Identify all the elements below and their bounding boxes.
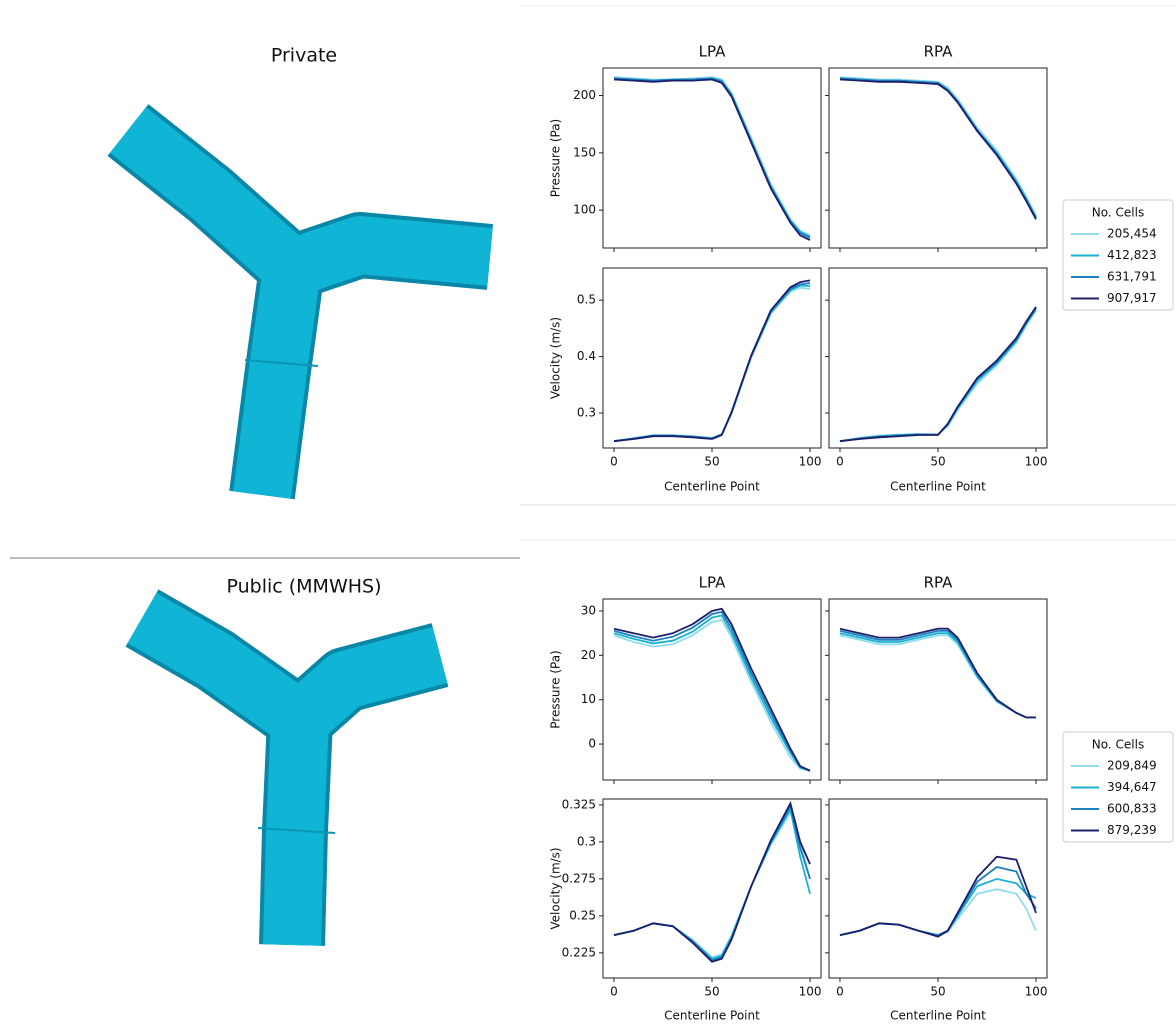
x-tick-label: 50: [930, 455, 945, 469]
y-tick-label: 30: [581, 603, 596, 617]
legend-title: No. Cells: [1092, 738, 1144, 752]
y-tick-label: 0.5: [577, 293, 596, 307]
column-title: LPA: [699, 574, 726, 592]
series-line: [840, 309, 1036, 441]
series-line: [840, 308, 1036, 441]
series-line: [614, 77, 810, 235]
legend-title: No. Cells: [1092, 206, 1144, 220]
series-line: [614, 286, 810, 442]
series-line: [614, 809, 810, 958]
y-tick-label: 150: [573, 145, 596, 159]
series-line: [840, 80, 1036, 220]
column-title: RPA: [924, 574, 954, 592]
legend-label: 907,917: [1107, 291, 1157, 305]
series-line: [614, 283, 810, 441]
x-tick-label: 0: [610, 455, 618, 469]
series-line: [840, 77, 1036, 216]
legend-label: 412,823: [1107, 248, 1157, 262]
series-line: [840, 78, 1036, 217]
legend-label: 394,647: [1107, 780, 1157, 794]
plot-frame: [603, 799, 821, 978]
series-line: [614, 80, 810, 241]
y-axis-label: Pressure (Pa): [549, 119, 563, 197]
legend-label: 600,833: [1107, 802, 1157, 816]
series-line: [840, 307, 1036, 441]
y-tick-label: 0.3: [577, 834, 596, 848]
vessel-render: [128, 130, 490, 495]
x-tick-label: 50: [704, 985, 719, 999]
panel-title: Public (MMWHS): [226, 576, 381, 598]
series-line: [840, 78, 1036, 218]
series-line: [840, 889, 1036, 935]
plot-frame: [603, 68, 821, 248]
x-tick-label: 100: [1025, 985, 1048, 999]
series-line: [840, 633, 1036, 717]
series-line: [840, 631, 1036, 718]
series-line: [614, 812, 810, 957]
x-tick-label: 0: [836, 985, 844, 999]
y-tick-label: 0.4: [577, 349, 596, 363]
legend-label: 879,239: [1107, 823, 1157, 837]
column-title: RPA: [924, 43, 954, 61]
plot-frame: [829, 268, 1047, 448]
y-axis-label: Velocity (m/s): [549, 317, 563, 399]
x-tick-label: 0: [610, 985, 618, 999]
series-line: [840, 310, 1036, 441]
x-tick-label: 100: [799, 455, 822, 469]
y-tick-label: 0.3: [577, 406, 596, 420]
x-axis-label: Centerline Point: [890, 480, 986, 494]
y-tick-label: 0.25: [569, 908, 596, 922]
y-tick-label: 20: [581, 648, 596, 662]
series-line: [840, 635, 1036, 717]
plot-frame: [829, 68, 1047, 248]
column-title: LPA: [699, 43, 726, 61]
series-line: [614, 609, 810, 771]
legend-label: 631,791: [1107, 270, 1157, 284]
y-tick-label: 0: [588, 737, 596, 751]
vessel-render: [142, 618, 440, 945]
y-axis-label: Velocity (m/s): [549, 847, 563, 929]
x-tick-label: 50: [930, 985, 945, 999]
x-axis-label: Centerline Point: [664, 480, 760, 494]
y-axis-label: Pressure (Pa): [549, 650, 563, 728]
y-tick-label: 0.225: [562, 945, 596, 959]
plot-frame: [829, 799, 1047, 978]
plot-frame: [829, 599, 1047, 780]
figure: Private LPA Centerline Point RPA Centerline …: [0, 0, 1176, 1030]
legend-label: 209,849: [1107, 759, 1157, 773]
panel-title: Private: [271, 45, 337, 67]
series-line: [614, 620, 810, 771]
x-tick-label: 0: [836, 455, 844, 469]
y-tick-label: 10: [581, 692, 596, 706]
series-line: [614, 280, 810, 441]
x-tick-label: 100: [799, 985, 822, 999]
y-tick-label: 100: [573, 203, 596, 217]
series-line: [840, 867, 1036, 935]
series-line: [614, 78, 810, 237]
series-line: [614, 288, 810, 442]
series-line: [614, 78, 810, 236]
legend-label: 205,454: [1107, 227, 1157, 241]
y-tick-label: 200: [573, 88, 596, 102]
x-axis-label: Centerline Point: [890, 1009, 986, 1023]
x-tick-label: 100: [1025, 455, 1048, 469]
x-axis-label: Centerline Point: [664, 1009, 760, 1023]
y-tick-label: 0.275: [562, 871, 596, 885]
x-tick-label: 50: [704, 455, 719, 469]
y-tick-label: 0.325: [562, 797, 596, 811]
